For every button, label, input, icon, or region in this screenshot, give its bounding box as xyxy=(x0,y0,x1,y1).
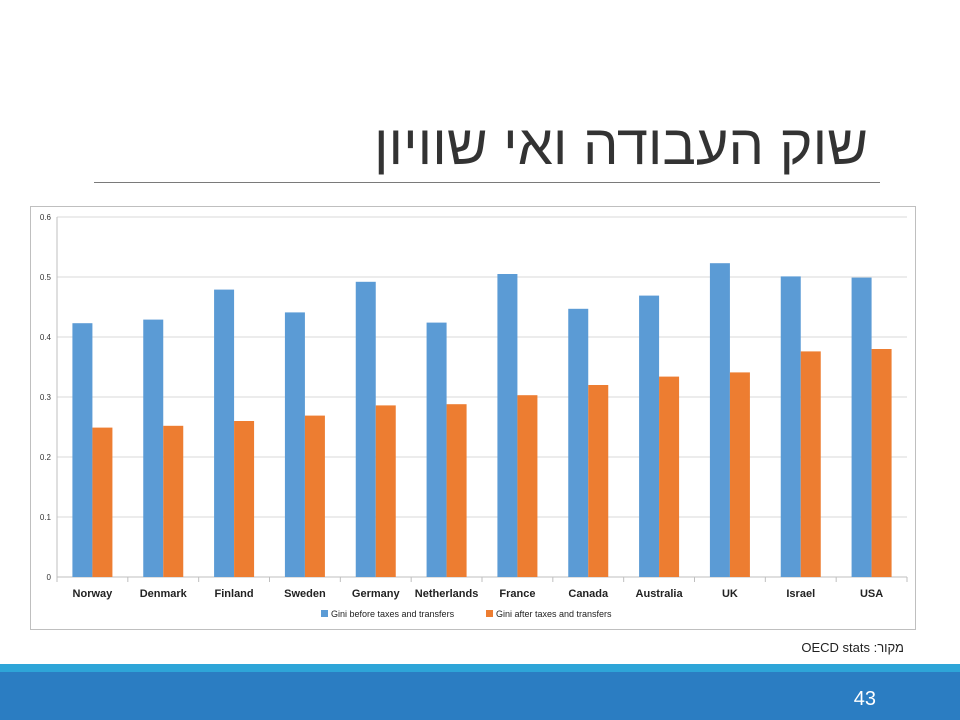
x-tick-label: France xyxy=(499,588,535,600)
bar-before xyxy=(214,289,235,577)
bar-before xyxy=(72,323,93,577)
x-tick-label: Netherlands xyxy=(415,588,479,600)
y-tick-label: 0.5 xyxy=(40,273,52,282)
title-divider xyxy=(94,182,880,183)
legend-swatch xyxy=(486,610,493,617)
bar-before xyxy=(143,319,164,577)
x-tick-label: Australia xyxy=(636,588,684,600)
footer-bar xyxy=(0,672,960,720)
footer-accent-stripe xyxy=(0,664,960,672)
bar-before xyxy=(568,308,589,577)
page-number: 43 xyxy=(853,688,876,710)
legend-swatch xyxy=(321,610,328,617)
y-tick-label: 0.3 xyxy=(40,393,52,402)
bar-before xyxy=(497,274,518,577)
bar-before xyxy=(639,295,660,577)
bar-after xyxy=(163,425,184,577)
bar-before xyxy=(284,312,305,577)
bar-after xyxy=(871,349,892,577)
chart-area: 0 0.1 0.2 0.3 0.4 0.5 0.6 Norway Denmark Finland S… xyxy=(30,206,916,630)
x-tick-label: Denmark xyxy=(140,588,188,600)
y-tick-label: 0.1 xyxy=(40,513,52,522)
bar-after xyxy=(446,404,467,577)
bar-before xyxy=(709,263,730,577)
bar-before xyxy=(355,281,376,577)
bar-after xyxy=(800,351,821,577)
bar-after xyxy=(517,395,538,577)
legend-label: Gini after taxes and transfers xyxy=(496,609,612,619)
bar-after xyxy=(234,421,255,577)
legend-label: Gini before taxes and transfers xyxy=(331,609,455,619)
bar-after xyxy=(659,376,680,577)
x-tick-label: USA xyxy=(860,588,883,600)
x-tick-label: Israel xyxy=(786,588,815,600)
bar-before xyxy=(851,277,872,577)
slide-title: שוק העבודה ואי שוויון xyxy=(374,113,868,176)
bar-after xyxy=(92,427,113,577)
bar-after xyxy=(375,405,396,577)
x-tick-label: Finland xyxy=(215,588,254,600)
y-tick-label: 0.4 xyxy=(40,333,52,342)
bar-after xyxy=(304,415,325,577)
y-tick-label: 0 xyxy=(47,573,52,582)
bar-before xyxy=(780,276,801,577)
x-tick-label: Norway xyxy=(73,588,114,600)
x-tick-label: Canada xyxy=(568,588,609,600)
y-tick-label: 0.6 xyxy=(40,213,52,222)
x-tick-label: UK xyxy=(722,588,738,600)
bar-after xyxy=(588,385,609,577)
source-note: מקור: OECD stats xyxy=(801,640,904,655)
x-tick-label: Sweden xyxy=(284,588,326,600)
y-tick-label: 0.2 xyxy=(40,453,52,462)
x-tick-label: Germany xyxy=(352,588,401,600)
bar-chart: 0 0.1 0.2 0.3 0.4 0.5 0.6 Norway Denmark Finland S… xyxy=(40,213,908,619)
bar-after xyxy=(729,372,750,577)
bar-before xyxy=(426,322,447,577)
